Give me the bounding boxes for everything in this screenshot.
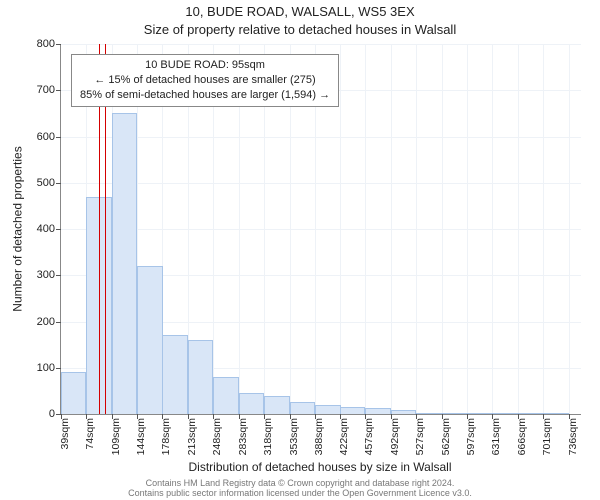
xtick-label: 74sqm: [84, 418, 96, 450]
y-axis-label: Number of detached properties: [10, 44, 26, 414]
ytick-label: 500: [37, 177, 55, 189]
ytick-mark: [56, 44, 61, 45]
histogram-bar: [315, 405, 340, 414]
histogram-bar: [492, 413, 517, 414]
ytick-mark: [56, 229, 61, 230]
xtick-label: 144sqm: [135, 418, 147, 455]
xtick-label: 248sqm: [211, 418, 223, 455]
gridline-h: [61, 44, 581, 45]
gridline-v: [391, 44, 392, 414]
xtick-label: 597sqm: [465, 418, 477, 455]
ytick-label: 800: [37, 38, 55, 50]
xtick-label: 109sqm: [110, 418, 122, 455]
ytick-label: 400: [37, 223, 55, 235]
footer-attribution: Contains HM Land Registry data © Crown c…: [0, 478, 600, 498]
xtick-label: 318sqm: [262, 418, 274, 455]
xtick-label: 527sqm: [414, 418, 426, 455]
gridline-v: [442, 44, 443, 414]
ytick-label: 300: [37, 269, 55, 281]
info-box-line3: 85% of semi-detached houses are larger (…: [80, 88, 330, 103]
xtick-label: 422sqm: [338, 418, 350, 455]
histogram-bar: [467, 413, 492, 414]
xtick-label: 39sqm: [59, 418, 71, 450]
gridline-h: [61, 183, 581, 184]
gridline-v: [467, 44, 468, 414]
gridline-h: [61, 229, 581, 230]
histogram-bar: [340, 407, 365, 414]
ytick-mark: [56, 90, 61, 91]
gridline-v: [492, 44, 493, 414]
info-box: 10 BUDE ROAD: 95sqm ← 15% of detached ho…: [71, 54, 339, 107]
xtick-label: 492sqm: [389, 418, 401, 455]
histogram-bar: [442, 413, 467, 414]
gridline-v: [543, 44, 544, 414]
ytick-label: 100: [37, 362, 55, 374]
gridline-v: [365, 44, 366, 414]
page-title: 10, BUDE ROAD, WALSALL, WS5 3EX: [0, 4, 600, 19]
histogram-bar: [290, 402, 315, 414]
histogram-bar: [162, 335, 187, 414]
xtick-label: 353sqm: [288, 418, 300, 455]
histogram-bar: [61, 372, 86, 414]
ytick-mark: [56, 137, 61, 138]
histogram-bar: [518, 413, 543, 414]
histogram-bar: [137, 266, 162, 414]
xtick-label: 631sqm: [490, 418, 502, 455]
xtick-label: 736sqm: [567, 418, 579, 455]
ytick-mark: [56, 183, 61, 184]
histogram-plot: 010020030040050060070080039sqm74sqm109sq…: [60, 44, 581, 415]
xtick-label: 701sqm: [541, 418, 553, 455]
xtick-label: 562sqm: [440, 418, 452, 455]
ytick-label: 600: [37, 131, 55, 143]
gridline-v: [518, 44, 519, 414]
xtick-label: 457sqm: [363, 418, 375, 455]
histogram-bar: [239, 393, 264, 414]
xtick-label: 666sqm: [516, 418, 528, 455]
gridline-v: [340, 44, 341, 414]
ytick-mark: [56, 368, 61, 369]
ytick-label: 700: [37, 84, 55, 96]
ytick-mark: [56, 322, 61, 323]
histogram-bar: [188, 340, 213, 414]
histogram-bar: [543, 413, 568, 414]
ytick-mark: [56, 275, 61, 276]
histogram-bar: [365, 408, 390, 414]
gridline-v: [416, 44, 417, 414]
xtick-label: 178sqm: [160, 418, 172, 455]
histogram-bar: [416, 413, 441, 414]
histogram-bar: [391, 410, 416, 414]
xtick-label: 283sqm: [237, 418, 249, 455]
page-subtitle: Size of property relative to detached ho…: [0, 22, 600, 37]
xtick-label: 388sqm: [313, 418, 325, 455]
gridline-h: [61, 137, 581, 138]
ytick-label: 0: [49, 408, 55, 420]
info-box-line2: ← 15% of detached houses are smaller (27…: [80, 73, 330, 88]
ytick-label: 200: [37, 316, 55, 328]
histogram-bar: [112, 113, 137, 414]
xtick-label: 213sqm: [186, 418, 198, 455]
histogram-bar: [264, 396, 289, 415]
x-axis-label: Distribution of detached houses by size …: [60, 460, 580, 474]
gridline-v: [569, 44, 570, 414]
histogram-bar: [213, 377, 238, 414]
info-box-line1: 10 BUDE ROAD: 95sqm: [80, 58, 330, 73]
